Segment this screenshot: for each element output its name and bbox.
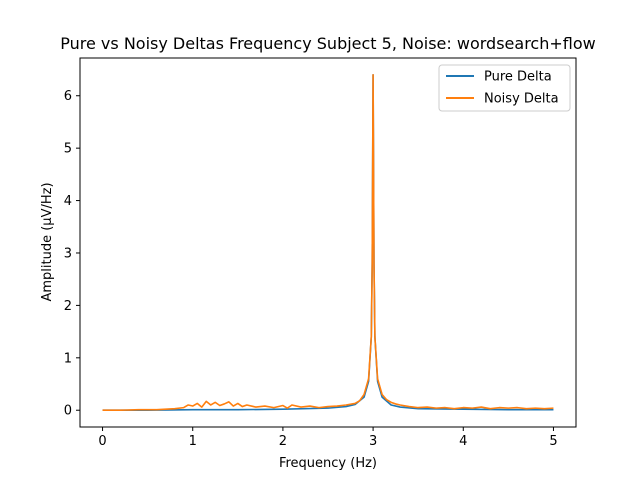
x-tick-label: 1	[189, 434, 197, 449]
series-line-noisy-delta	[102, 73, 554, 412]
y-tick-label: 6	[64, 89, 72, 104]
legend: Pure Delta Noisy Delta	[438, 64, 571, 112]
legend-label-noisy-delta: Noisy Delta	[484, 92, 559, 107]
y-tick-label: 2	[64, 299, 72, 314]
x-tick-label: 0	[98, 434, 106, 449]
y-tick-label: 1	[64, 351, 72, 366]
x-axis: 0 1 2 3 4 5	[98, 427, 558, 449]
y-tick-label: 0	[64, 404, 72, 419]
x-tick-label: 5	[549, 434, 557, 449]
y-tick-label: 3	[64, 246, 72, 261]
x-tick-label: 4	[459, 434, 467, 449]
y-tick-label: 5	[64, 142, 72, 157]
legend-label-pure-delta: Pure Delta	[484, 70, 552, 85]
x-axis-label: Frequency (Hz)	[279, 456, 377, 471]
y-axis-label: Amplitude (μV/Hz)	[40, 182, 55, 301]
x-tick-label: 2	[279, 434, 287, 449]
chart-title: Pure vs Noisy Deltas Frequency Subject 5…	[60, 34, 595, 53]
y-tick-label: 4	[64, 194, 72, 209]
plot-area	[102, 73, 554, 412]
y-axis: 0 1 2 3 4 5 6	[64, 89, 80, 419]
plot-frame	[79, 57, 577, 428]
x-tick-label: 3	[369, 434, 377, 449]
